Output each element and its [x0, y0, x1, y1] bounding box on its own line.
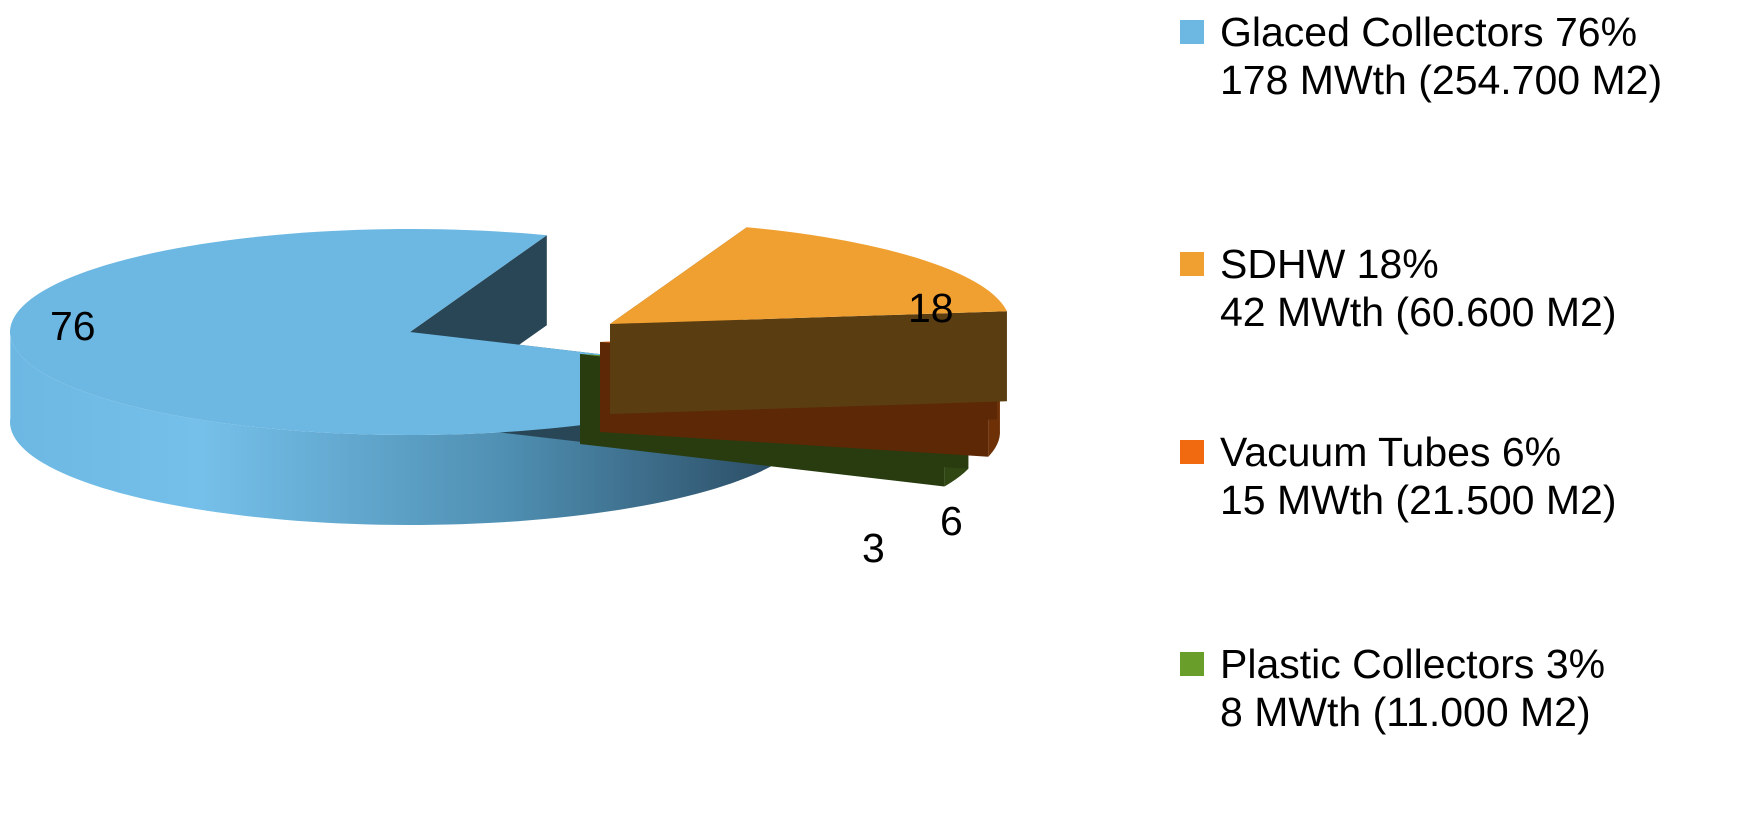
legend-label: Plastic Collectors 3% — [1220, 641, 1606, 687]
pie-slice-1 — [610, 227, 1007, 414]
pie-slice-cut-1 — [610, 311, 1007, 414]
data-label-0: 76 — [50, 303, 96, 349]
pie-data-labels: 76 18 6 3 — [50, 285, 963, 571]
data-label-3: 3 — [862, 525, 885, 571]
pie-slice-top-1 — [610, 227, 1007, 324]
data-label-2: 6 — [940, 498, 963, 544]
legend-detail: 42 MWth (60.600 M2) — [1220, 289, 1617, 335]
pie-slice-side-0 — [10, 327, 775, 525]
legend-detail: 178 MWth (254.700 M2) — [1220, 57, 1663, 103]
legend: Glaced Collectors 76% 178 MWth (254.700 … — [1180, 0, 1720, 815]
legend-detail: 15 MWth (21.500 M2) — [1220, 477, 1617, 523]
legend-label: SDHW 18% — [1220, 241, 1439, 287]
legend-label: Glaced Collectors 76% — [1220, 9, 1638, 55]
legend-swatch-red-orange — [1180, 440, 1204, 464]
legend-swatch-green — [1180, 652, 1204, 676]
legend-detail: 8 MWth (11.000 M2) — [1220, 689, 1591, 735]
legend-swatch-orange — [1180, 252, 1204, 276]
legend-label: Vacuum Tubes 6% — [1220, 429, 1562, 475]
data-label-1: 18 — [908, 285, 954, 331]
legend-swatch-blue — [1180, 20, 1204, 44]
pie-slices — [10, 227, 1007, 525]
